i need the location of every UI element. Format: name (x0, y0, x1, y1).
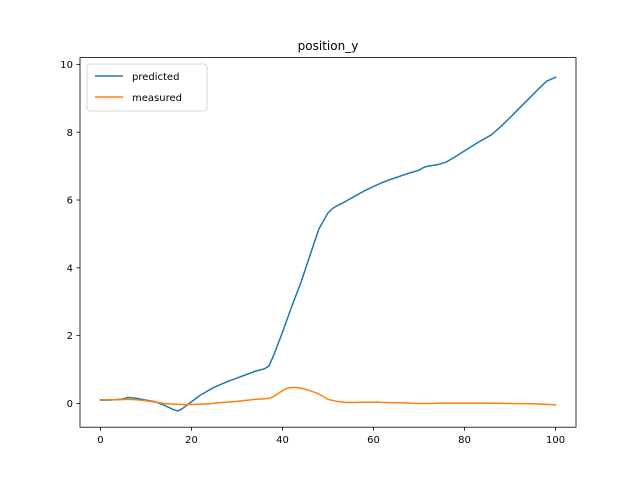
series-layer (99, 76, 557, 412)
y-tick-label: 2 (67, 331, 73, 342)
x-tick-label: 100 (546, 435, 565, 446)
y-tick-label: 4 (67, 263, 73, 274)
chart-title: position_y (298, 39, 359, 53)
plot-frame (79, 57, 577, 428)
y-tick-label: 8 (67, 128, 73, 139)
x-tick-label: 0 (97, 435, 103, 446)
legend: predicted measured (86, 63, 208, 112)
series-line-predicted (99, 76, 557, 412)
x-tick-label: 20 (185, 435, 198, 446)
series-line-measured (99, 386, 557, 406)
x-tick-label: 80 (458, 435, 471, 446)
x-tick-label: 40 (276, 435, 289, 446)
y-tick-label: 10 (60, 60, 73, 71)
x-tick-label: 60 (367, 435, 380, 446)
legend-label-predicted: predicted (132, 72, 179, 83)
axes-layer: 0 20 40 60 80 100 0 2 4 6 8 10 (60, 57, 577, 446)
legend-label-measured: measured (132, 93, 182, 104)
y-tick-label: 6 (67, 196, 73, 207)
y-tick-label: 0 (67, 399, 73, 410)
